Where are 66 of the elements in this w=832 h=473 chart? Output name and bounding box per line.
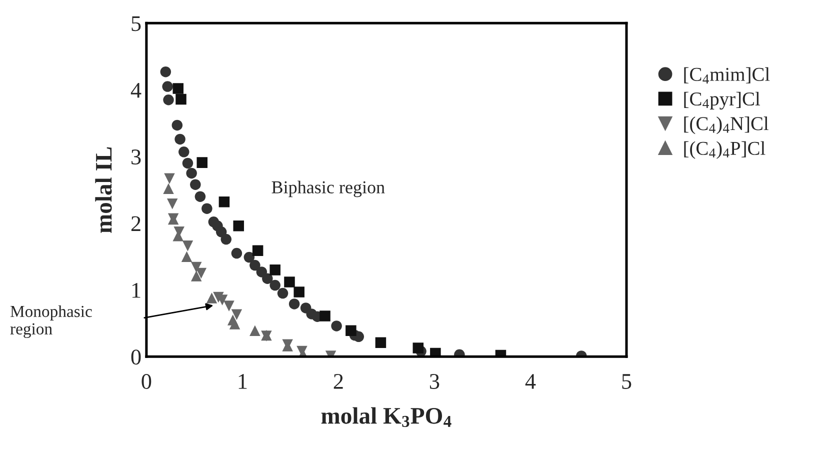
point (320, 310, 330, 322)
point (220, 234, 232, 245)
point (166, 198, 178, 210)
point (224, 300, 234, 312)
point (252, 245, 264, 256)
point (233, 220, 244, 232)
x-tick-label: 2 (334, 374, 343, 389)
point (229, 318, 240, 330)
point (172, 83, 184, 94)
point (270, 264, 280, 276)
point (163, 94, 174, 106)
point (163, 183, 174, 194)
x-tick-label: 5 (622, 374, 632, 389)
legend-label: [(C$_{4}$)$_{4}$P]Cl (684, 141, 766, 159)
y-tick-label: 3 (132, 150, 141, 164)
y-axis-title: molal IL (95, 147, 112, 233)
point (172, 120, 183, 131)
point (182, 158, 194, 169)
point (182, 240, 194, 252)
point (181, 251, 192, 262)
point (190, 179, 201, 190)
x-tick-label: 0 (142, 374, 152, 389)
x-tick-label: 3 (430, 374, 440, 389)
point (218, 196, 230, 208)
point (176, 94, 186, 105)
point (294, 286, 304, 298)
point (412, 342, 424, 354)
point (270, 280, 280, 291)
point (262, 273, 273, 284)
text: Monophasic region (10, 305, 92, 338)
y-tick-label: 2 (131, 216, 140, 231)
x-axis-title: molal K$_{3}$PO$_{4}$ (321, 407, 452, 428)
point (196, 157, 208, 168)
legend-label: [(C$_{4}$)$_{4}$N]Cl (684, 116, 768, 134)
annotation: Biphasic region (272, 180, 385, 198)
point (206, 292, 218, 304)
point (194, 191, 206, 202)
y-tick-label: 4 (130, 82, 142, 98)
point (231, 248, 242, 259)
point (244, 252, 255, 263)
point (164, 173, 175, 184)
point (186, 168, 197, 179)
point (277, 288, 288, 299)
point (250, 260, 260, 271)
legend-label: [C$_{4}$mim]Cl (684, 67, 770, 84)
point (346, 325, 356, 336)
point (174, 134, 186, 145)
point (375, 337, 386, 348)
point (160, 66, 172, 78)
point (331, 320, 342, 332)
point (196, 268, 207, 279)
x-tick-label: 4 (525, 374, 536, 389)
point (256, 266, 268, 278)
point (231, 309, 242, 320)
point (178, 146, 190, 158)
point (202, 203, 212, 214)
x-tick-label: 1 (238, 374, 247, 389)
point (288, 298, 300, 310)
point (162, 81, 173, 92)
y-tick-label: 1 (132, 282, 140, 298)
point (190, 270, 202, 282)
point (250, 325, 260, 336)
point (284, 276, 295, 288)
y-tick-label: 0 (131, 350, 141, 365)
y-tick-label: 5 (132, 16, 141, 32)
legend-label: [C$_{4}$pyr]Cl (684, 92, 760, 110)
